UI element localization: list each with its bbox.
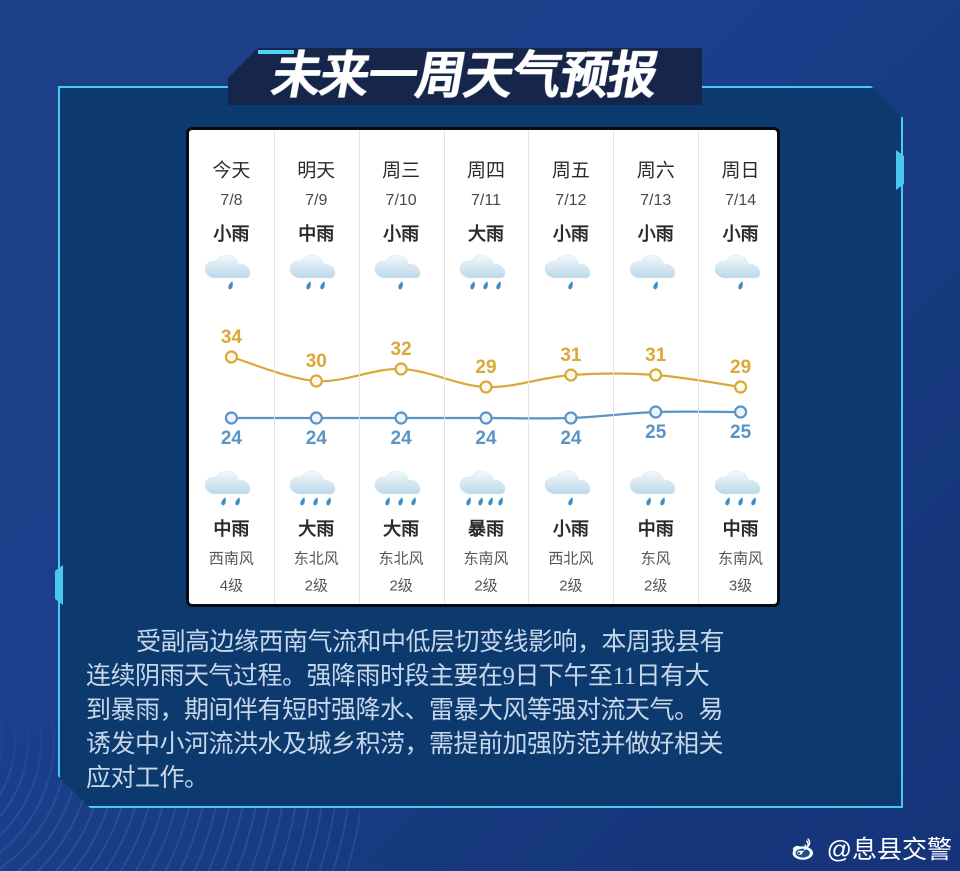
- svg-text:25: 25: [645, 422, 667, 443]
- svg-text:29: 29: [730, 357, 751, 378]
- svg-text:24: 24: [560, 428, 582, 449]
- svg-text:31: 31: [645, 345, 667, 366]
- svg-text:31: 31: [560, 345, 582, 366]
- svg-text:24: 24: [391, 428, 413, 449]
- svg-text:32: 32: [391, 339, 412, 360]
- svg-text:24: 24: [306, 428, 328, 449]
- svg-text:24: 24: [475, 428, 497, 449]
- svg-text:34: 34: [221, 327, 243, 348]
- svg-text:30: 30: [306, 351, 327, 372]
- svg-text:29: 29: [475, 357, 496, 378]
- svg-text:24: 24: [221, 428, 243, 449]
- svg-text:25: 25: [730, 422, 752, 443]
